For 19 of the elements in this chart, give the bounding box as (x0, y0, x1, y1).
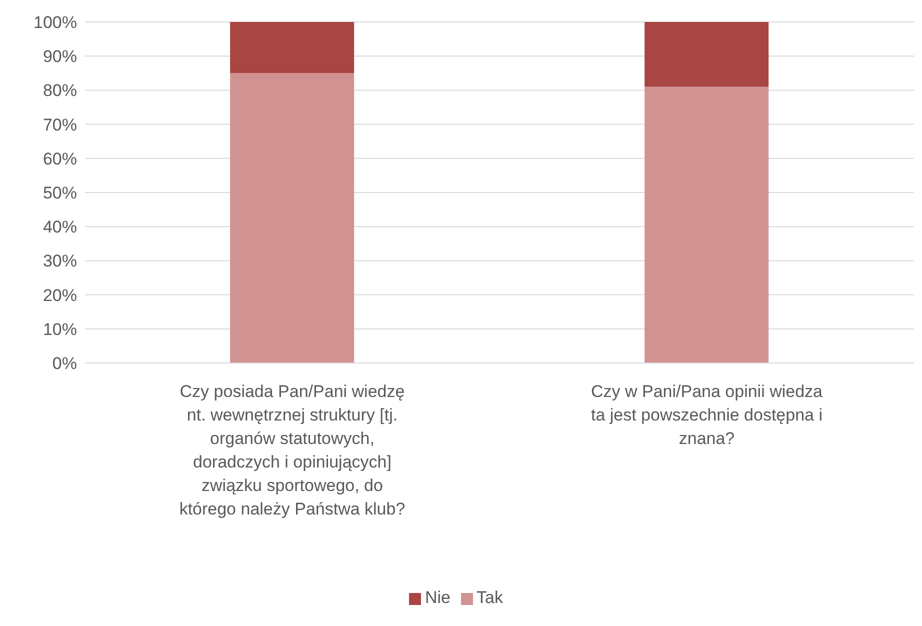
bar (230, 22, 354, 74)
bar (230, 73, 354, 363)
y-tick-label: 70% (42, 115, 77, 134)
legend-label: Nie (425, 588, 451, 607)
y-tick-label: 10% (42, 320, 77, 339)
bar (644, 22, 769, 87)
legend-label: Tak (476, 588, 503, 607)
y-tick-label: 0% (52, 354, 77, 374)
y-tick-label: 30% (42, 252, 77, 271)
y-tick-label: 90% (42, 47, 77, 66)
x-tick-label: Czy w Pani/Pana opinii wiedza ta jest powszechnie dostępna i znana? (590, 382, 824, 448)
y-tick-label: 50% (42, 184, 77, 203)
y-tick-label: 80% (42, 81, 77, 100)
y-tick-label: 100% (34, 13, 77, 32)
x-tick-label: Czy posiada Pan/Pani wiedzę nt. wewnętrznej struktury [tj. organów statutowych, doradczych i opiniujących] związku sportowego, do którego należy Państwa klub? (179, 382, 406, 518)
bar (644, 86, 769, 363)
y-tick-label: 20% (42, 286, 77, 305)
y-tick-label: 40% (42, 218, 77, 237)
y-tick-label: 60% (42, 149, 77, 168)
